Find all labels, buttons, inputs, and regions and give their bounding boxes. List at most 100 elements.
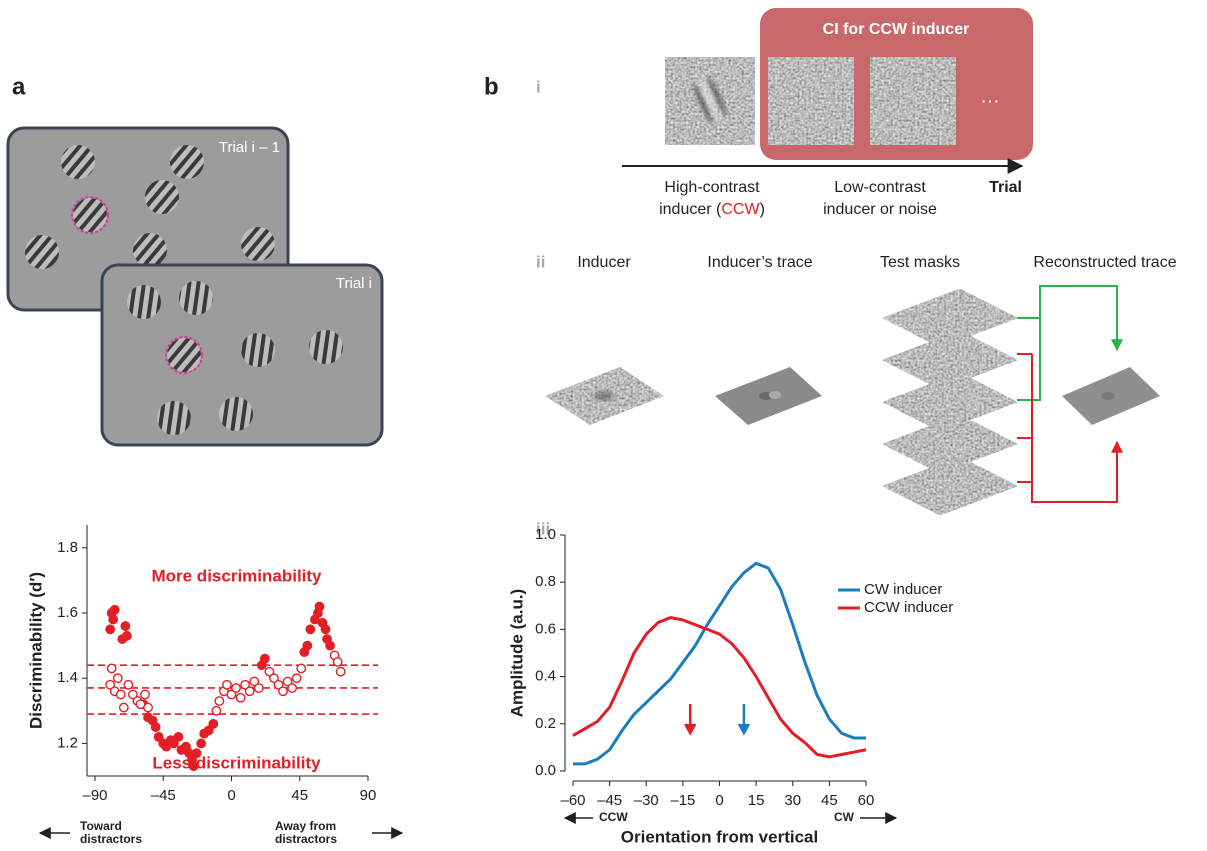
data-point bbox=[123, 679, 134, 690]
x-tick-label: 60 bbox=[858, 792, 875, 809]
data-point bbox=[240, 679, 251, 690]
data-point bbox=[253, 683, 264, 693]
grating bbox=[167, 338, 201, 372]
noise-image bbox=[768, 57, 854, 145]
data-point bbox=[325, 640, 335, 651]
peak-arrow bbox=[737, 704, 751, 736]
column-label: Reconstructed trace bbox=[1033, 254, 1176, 271]
x-tick-label: –90 bbox=[82, 787, 107, 804]
data-point bbox=[264, 666, 275, 677]
y-tick-label: 0.0 bbox=[535, 762, 556, 779]
data-point bbox=[296, 663, 307, 674]
axis-label: Trial bbox=[989, 179, 1022, 196]
trial-label: Trial i bbox=[336, 275, 372, 292]
data-point bbox=[203, 725, 214, 736]
data-point bbox=[208, 718, 219, 729]
trial-label: Trial i – 1 bbox=[219, 139, 280, 156]
data-point bbox=[291, 673, 302, 684]
column-label: Inducer bbox=[577, 254, 631, 271]
caption-part: ) bbox=[760, 201, 765, 218]
target-ring bbox=[71, 196, 109, 234]
y-axis-label: Amplitude (a.u.) bbox=[507, 589, 526, 717]
data-point bbox=[106, 663, 117, 674]
data-point bbox=[140, 689, 150, 700]
direction-label: distractors bbox=[275, 832, 337, 846]
x-tick-label: 0 bbox=[227, 787, 235, 804]
data-point bbox=[168, 738, 179, 749]
series-line bbox=[572, 616, 867, 759]
data-point bbox=[121, 630, 132, 641]
x-tick-label: 15 bbox=[748, 792, 765, 809]
subpanel-label: ii bbox=[536, 252, 545, 271]
data-point bbox=[305, 624, 316, 635]
data-point bbox=[302, 640, 313, 651]
data-point bbox=[109, 604, 120, 615]
data-point bbox=[153, 731, 164, 742]
inducer-blob bbox=[594, 391, 614, 401]
data-point bbox=[282, 676, 293, 687]
direction-label: CCW bbox=[599, 810, 628, 824]
reconstructed-blob bbox=[1101, 392, 1115, 400]
y-tick-label: 1.6 bbox=[57, 604, 78, 621]
data-point bbox=[112, 673, 123, 684]
data-point bbox=[332, 657, 343, 667]
data-point bbox=[120, 621, 131, 631]
data-point bbox=[188, 761, 199, 772]
data-point bbox=[244, 686, 255, 697]
direction-label: Away from bbox=[275, 819, 336, 833]
inducer-stripes bbox=[693, 76, 727, 124]
data-point bbox=[320, 624, 331, 635]
test-masks bbox=[881, 288, 1019, 516]
direction-label: distractors bbox=[80, 832, 142, 846]
data-point bbox=[150, 722, 161, 733]
x-tick-label: –15 bbox=[670, 792, 695, 809]
y-tick-label: 1.2 bbox=[57, 734, 78, 751]
y-axis-label: Discriminability (d′) bbox=[26, 572, 45, 729]
column-label: Test masks bbox=[880, 254, 960, 271]
caption: inducer (CCW) bbox=[659, 201, 765, 218]
data-point bbox=[249, 676, 260, 687]
direction-label: Toward bbox=[80, 819, 122, 833]
data-point bbox=[273, 679, 284, 690]
gratings bbox=[127, 281, 343, 435]
data-point bbox=[226, 689, 237, 700]
y-tick-label: 1.4 bbox=[57, 669, 78, 686]
data-point bbox=[173, 731, 184, 742]
panel-label: a bbox=[12, 73, 26, 100]
x-tick-label: 30 bbox=[784, 792, 801, 809]
subpanel-label: iii bbox=[536, 519, 550, 538]
ci-title: CI for CCW inducer bbox=[823, 21, 970, 38]
gratings bbox=[25, 145, 275, 269]
data-point bbox=[115, 689, 126, 700]
y-tick-label: 0.8 bbox=[535, 573, 556, 590]
red-bracket bbox=[1017, 353, 1117, 503]
target-ring bbox=[165, 336, 203, 374]
y-tick-label: 1.0 bbox=[535, 526, 556, 543]
trace-blob bbox=[769, 391, 781, 399]
data-point bbox=[143, 702, 153, 713]
data-point bbox=[196, 738, 207, 749]
data-point bbox=[231, 683, 241, 693]
y-tick-label: 0.4 bbox=[535, 668, 556, 685]
data-point bbox=[259, 653, 270, 664]
series-line bbox=[573, 561, 866, 766]
x-tick-label: 45 bbox=[821, 792, 838, 809]
data-point bbox=[118, 702, 129, 713]
legend-label: CCW inducer bbox=[864, 599, 953, 616]
data-point bbox=[105, 624, 116, 635]
legend-label: CW inducer bbox=[864, 581, 942, 598]
data-point bbox=[314, 601, 325, 612]
direction-label: CW bbox=[834, 810, 855, 824]
x-tick-label: –30 bbox=[634, 792, 659, 809]
data-point bbox=[108, 614, 119, 625]
caption-part: inducer ( bbox=[659, 201, 722, 218]
subpanel-label: i bbox=[536, 77, 541, 96]
annotation: More discriminability bbox=[151, 566, 322, 585]
ellipsis: … bbox=[980, 85, 1000, 107]
data-point bbox=[214, 696, 225, 706]
caption: inducer or noise bbox=[823, 201, 937, 218]
data-point bbox=[335, 666, 346, 677]
data-point bbox=[191, 748, 202, 759]
data-point bbox=[278, 686, 288, 697]
